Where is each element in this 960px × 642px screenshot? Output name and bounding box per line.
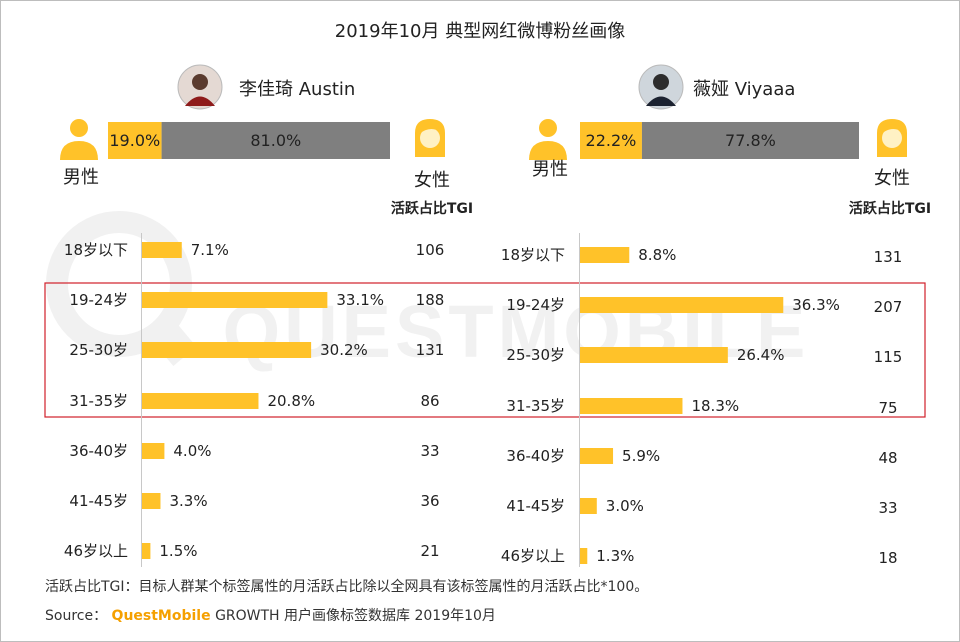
age-bar [580,448,614,464]
tgi-value: 36 [420,492,439,510]
age-bar [142,543,151,559]
category-label: 19-24岁 [69,291,128,309]
value-label: 4.0% [173,442,211,460]
tgi-value: 21 [420,542,439,560]
male-share-label: 19.0% [109,131,160,150]
tgi-value: 131 [874,248,903,266]
value-label: 8.8% [638,246,676,264]
male-share-bar [108,122,162,159]
source-rest: GROWTH 用户画像标签数据库 2019年10月 [215,608,496,624]
category-label: 46岁以上 [64,542,128,560]
category-label: 25-30岁 [506,346,565,364]
value-label: 33.1% [336,291,384,309]
age-bar [142,242,182,258]
tgi-value: 131 [416,341,445,359]
avatar [638,64,684,110]
tgi-header: 活跃占比TGI [391,200,473,217]
value-label: 7.1% [191,241,229,259]
value-label: 5.9% [622,447,660,465]
female-icon [415,119,445,157]
age-bar [142,393,259,409]
influencer-name: 李佳琦 Austin [239,79,355,100]
age-bar [580,398,683,414]
tgi-value: 115 [874,348,903,366]
value-label: 20.8% [267,392,315,410]
tgi-value: 188 [416,291,445,309]
tgi-value: 75 [878,399,897,417]
watermark-ring [46,211,192,357]
age-bar [142,493,161,509]
female-share-bar [641,122,859,159]
category-label: 41-45岁 [506,497,565,515]
source-label: Source： [45,608,108,624]
female-share-label: 81.0% [250,131,301,150]
value-label: 1.3% [596,547,634,565]
value-label: 30.2% [320,341,368,359]
footnote: 活跃占比TGI：目标人群某个标签属性的月活跃占比除以全网具有该标签属性的月活跃占… [45,579,649,595]
age-bar [580,498,597,514]
female-share-bar [161,122,390,159]
male-icon [60,119,98,160]
value-label: 1.5% [159,542,197,560]
age-bar [580,247,630,263]
female-share-label: 77.8% [725,131,776,150]
tgi-value: 48 [878,449,897,467]
age-bar [142,292,328,308]
tgi-value: 207 [874,298,903,316]
male-label: 男性 [63,167,99,188]
value-label: 26.4% [737,346,785,364]
category-label: 36-40岁 [506,447,565,465]
male-icon [529,119,567,160]
tgi-value: 18 [878,549,897,567]
female-label: 女性 [414,170,450,191]
category-label: 31-35岁 [506,397,565,415]
category-label: 46岁以上 [501,547,565,565]
male-share-label: 22.2% [586,131,637,150]
tgi-value: 106 [416,241,445,259]
category-label: 25-30岁 [69,341,128,359]
female-label: 女性 [874,168,910,189]
page-title: 2019年10月 典型网红微博粉丝画像 [335,21,625,42]
source-brand: QuestMobile [111,608,211,624]
tgi-header: 活跃占比TGI [849,200,931,217]
influencer-name: 薇娅 Viyaaa [693,79,795,100]
source-line: Source： QuestMobile GROWTH 用户画像标签数据库 201… [45,605,496,625]
age-bar [142,443,165,459]
tgi-value: 33 [878,499,897,517]
tgi-value: 86 [420,392,439,410]
male-share-bar [580,122,642,159]
value-label: 3.3% [169,492,207,510]
value-label: 18.3% [691,397,739,415]
tgi-value: 33 [420,442,439,460]
value-label: 3.0% [606,497,644,515]
value-label: 36.3% [792,296,840,314]
category-label: 41-45岁 [69,492,128,510]
male-label: 男性 [532,159,568,180]
avatar [177,64,223,110]
highlight-box [44,282,926,418]
category-label: 18岁以下 [501,246,565,264]
age-bar [580,297,784,313]
category-label: 31-35岁 [69,392,128,410]
category-label: 19-24岁 [506,296,565,314]
female-icon [877,119,907,157]
category-label: 18岁以下 [64,241,128,259]
category-label: 36-40岁 [69,442,128,460]
age-bar [580,347,728,363]
age-bar [580,548,588,564]
age-bar [142,342,312,358]
